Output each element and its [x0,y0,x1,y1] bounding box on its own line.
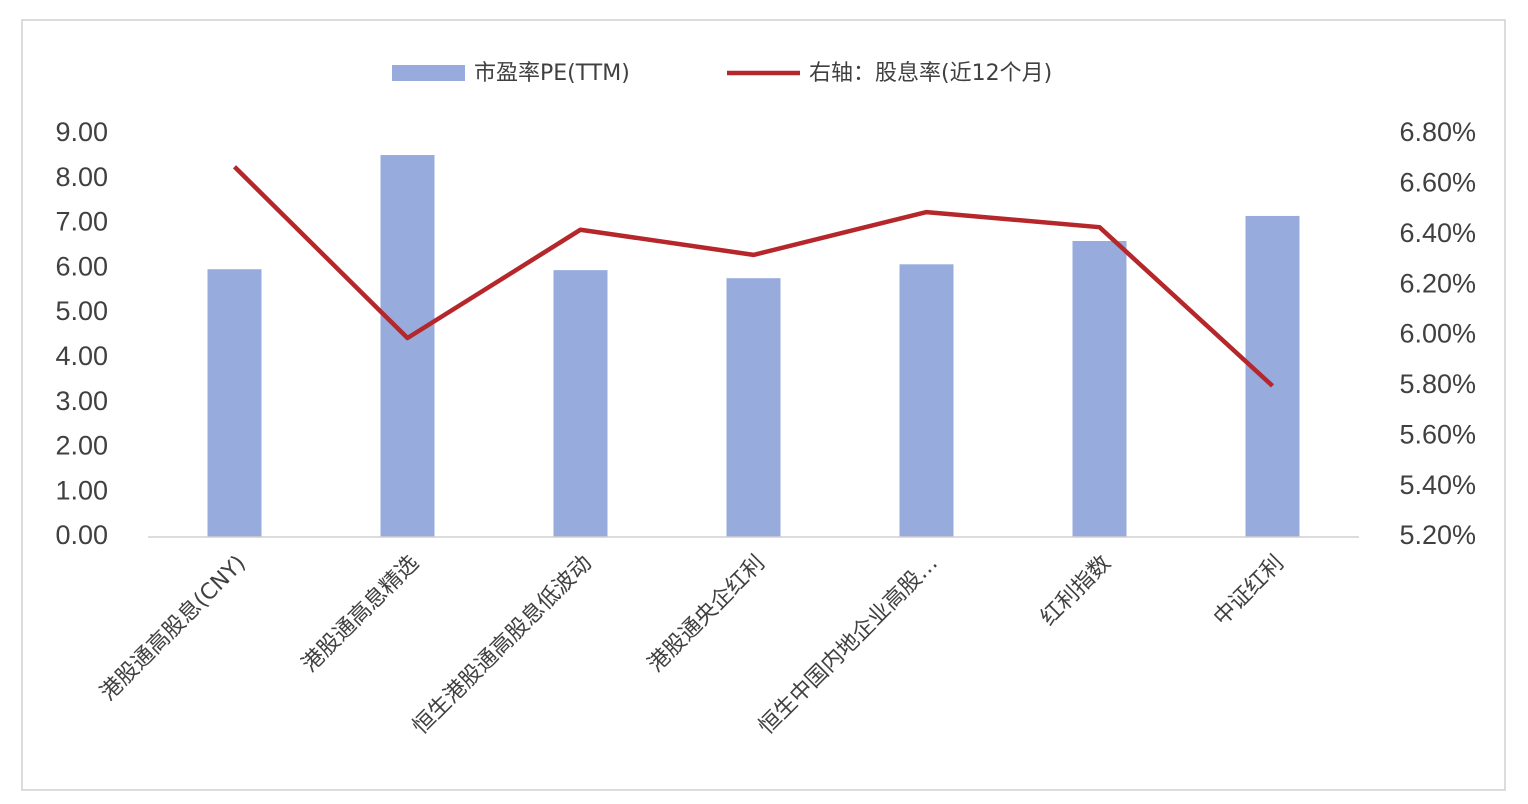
y2-tick-label: 6.00% [1399,319,1476,349]
legend-swatch [392,65,465,81]
y-tick-label: 6.00 [55,251,108,281]
bar [1072,241,1127,537]
bar [553,270,608,537]
y2-tick-label: 6.60% [1399,168,1476,198]
y-tick-label: 1.00 [55,475,108,505]
y-tick-label: 0.00 [55,520,108,550]
y2-tick-label: 5.80% [1399,369,1476,399]
legend-label: 右轴：股息率(近12个月) [809,61,1052,86]
y2-tick-label: 6.80% [1399,117,1476,147]
y-tick-label: 7.00 [55,207,108,237]
y-tick-label: 2.00 [55,431,108,461]
y-tick-label: 5.00 [55,296,108,326]
y-tick-label: 9.00 [55,117,108,147]
y2-tick-label: 5.40% [1399,470,1476,500]
legend-label: 市盈率PE(TTM) [474,61,630,86]
y2-tick-label: 6.40% [1399,218,1476,248]
y-tick-label: 4.00 [55,341,108,371]
line [232,165,1275,388]
bar [726,278,781,537]
y2-tick-label: 6.20% [1399,268,1476,298]
y-tick-label: 3.00 [55,386,108,416]
bar [1245,215,1300,537]
y-tick-label: 8.00 [55,162,108,192]
bar [380,155,435,537]
bar [899,264,954,537]
y2-tick-label: 5.20% [1399,520,1476,550]
y2-tick-label: 5.60% [1399,419,1476,449]
bar [207,269,262,537]
